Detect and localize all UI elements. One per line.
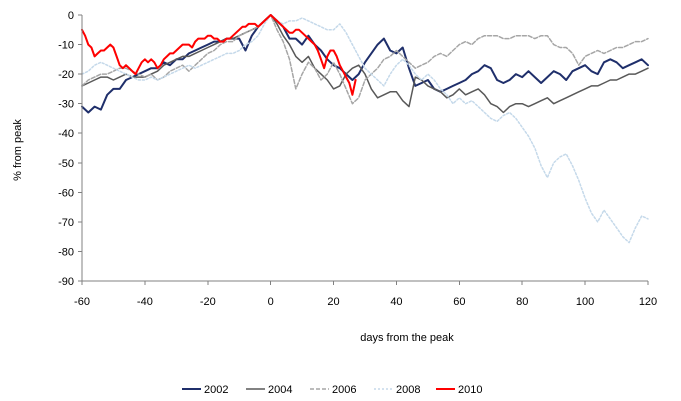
y-tick-label: -70 xyxy=(58,217,74,229)
legend-item-2010: 2010 xyxy=(436,384,482,396)
y-tick-label: -40 xyxy=(58,128,74,140)
series-line-2006 xyxy=(81,14,649,105)
series-line-2004 xyxy=(81,14,649,114)
legend-item-2004: 2004 xyxy=(246,384,292,396)
y-tick-label: -80 xyxy=(58,246,74,258)
y-axis-title: % from peak xyxy=(12,119,24,181)
x-tick-label: -60 xyxy=(74,296,90,308)
y-tick-label: -30 xyxy=(58,99,74,111)
x-tick-label: 100 xyxy=(576,296,594,308)
legend: 2002 2004 2006 2008 2010 xyxy=(182,384,482,396)
legend-label: 2004 xyxy=(268,384,292,396)
legend-label: 2002 xyxy=(204,384,228,396)
x-tick-label: 60 xyxy=(453,296,465,308)
legend-label: 2006 xyxy=(332,384,356,396)
y-tick-label: -90 xyxy=(58,276,74,288)
legend-label: 2008 xyxy=(396,384,420,396)
x-tick-label: -20 xyxy=(200,296,216,308)
series-group xyxy=(81,14,649,244)
legend-label: 2010 xyxy=(458,384,482,396)
axes-group: 0-10-20-30-40-50-60-70-80-90-60 -40 -20 0 20… xyxy=(58,10,657,308)
x-tick-label: -40 xyxy=(137,296,153,308)
y-tick-label: -60 xyxy=(58,187,74,199)
x-tick-label: 0 xyxy=(268,296,274,308)
y-tick-label: 0 xyxy=(68,10,74,22)
x-tick-label: 120 xyxy=(639,296,657,308)
y-tick-label: -10 xyxy=(58,40,74,52)
legend-item-2002: 2002 xyxy=(182,384,228,396)
x-axis-title: days from the peak xyxy=(360,332,454,344)
x-tick-label: 80 xyxy=(516,296,528,308)
y-tick-label: -50 xyxy=(58,158,74,170)
y-tick-label: -20 xyxy=(58,69,74,81)
x-tick-label: 20 xyxy=(327,296,339,308)
x-tick-label: 40 xyxy=(390,296,402,308)
legend-item-2006: 2006 xyxy=(310,384,356,396)
series-line-2010 xyxy=(81,14,357,96)
series-line-2008 xyxy=(81,14,649,244)
legend-item-2008: 2008 xyxy=(374,384,420,396)
